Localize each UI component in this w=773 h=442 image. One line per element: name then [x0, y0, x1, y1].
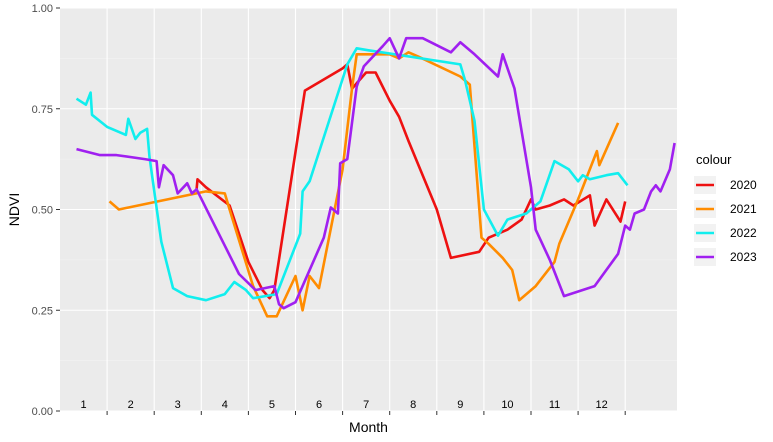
legend-title: colour [696, 152, 732, 167]
x-axis [106, 411, 626, 415]
y-tick-label: 0.50 [32, 205, 53, 217]
month-label: 5 [269, 399, 275, 411]
month-label: 11 [549, 399, 560, 411]
month-label: 3 [175, 399, 181, 411]
month-label: 1 [80, 399, 86, 411]
legend: colour 2020 2021 2022 2023 [694, 152, 757, 266]
x-axis-title: Month [349, 419, 388, 435]
y-tick-label: 0.00 [32, 406, 53, 418]
grid-major [60, 7, 677, 412]
y-tick-label: 0.75 [32, 104, 53, 116]
legend-label-2021: 2021 [730, 202, 757, 216]
month-label: 4 [222, 399, 228, 411]
y-tick-label: 1.00 [32, 3, 53, 15]
month-labels: 1 2 3 4 5 6 7 8 9 10 11 12 [80, 399, 607, 411]
legend-label-2020: 2020 [730, 178, 757, 192]
month-label: 7 [363, 399, 369, 411]
grid-minor [60, 58, 677, 361]
series-line-2022 [75, 47, 629, 302]
legend-label-2023: 2023 [730, 250, 757, 264]
series-lines [75, 36, 676, 318]
month-label: 6 [316, 399, 322, 411]
y-tick-label: 0.25 [32, 305, 53, 317]
series-line-2020 [195, 63, 627, 300]
month-label: 12 [596, 399, 608, 411]
month-label: 10 [501, 399, 513, 411]
series-line-2023 [76, 36, 676, 310]
y-axis-title: NDVI [6, 193, 22, 226]
month-label: 9 [457, 399, 463, 411]
month-label: 8 [410, 399, 416, 411]
y-axis: 0.00 0.25 0.50 0.75 1.00 [32, 3, 60, 418]
legend-label-2022: 2022 [730, 226, 757, 240]
month-label: 2 [128, 399, 134, 411]
